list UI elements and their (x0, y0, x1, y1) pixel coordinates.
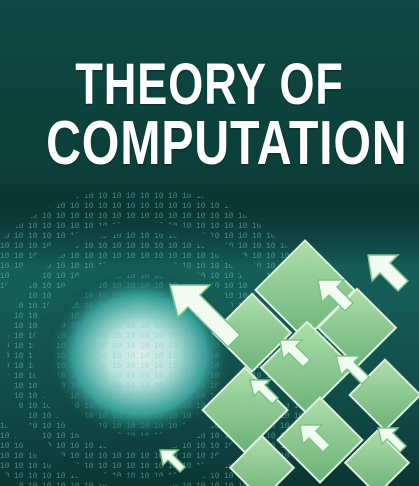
arrow-icon (317, 279, 355, 313)
arrow-icon (367, 254, 410, 293)
arrow-icon (159, 449, 187, 474)
diamond-tile (343, 429, 411, 486)
title-line-2: COMPUTATION (46, 109, 408, 178)
arrow-icon (279, 339, 312, 369)
arrow-icon (299, 424, 332, 454)
diamond-tiles (201, 239, 419, 486)
diamond-tile (228, 434, 296, 486)
title-line-1: THEORY OF (75, 52, 344, 117)
diamond-tile (211, 292, 293, 374)
arrow-icon (169, 284, 242, 349)
arrow-icon (377, 427, 408, 454)
arrow-icon (249, 379, 280, 406)
arrow-icons (159, 254, 410, 474)
diamond-tile (316, 287, 398, 369)
arrow-icon (335, 355, 371, 386)
